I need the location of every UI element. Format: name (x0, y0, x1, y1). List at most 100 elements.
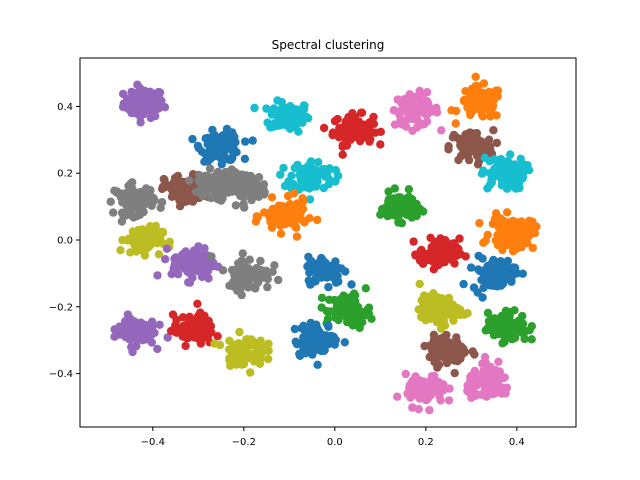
data-point (478, 293, 487, 302)
data-point (473, 149, 482, 158)
axes-frame (79, 57, 577, 428)
data-point (231, 138, 240, 147)
data-point (430, 358, 439, 367)
data-point (456, 151, 466, 161)
y-tick-label: 0.4 (57, 102, 73, 113)
data-point (505, 226, 515, 235)
data-point (256, 355, 265, 364)
data-point (127, 342, 136, 352)
data-point (479, 283, 488, 293)
x-tick-label: −0.2 (232, 437, 256, 448)
data-point (408, 403, 417, 412)
cluster-13 (106, 178, 167, 226)
cluster-32 (463, 352, 512, 402)
data-point (217, 160, 226, 169)
data-point (489, 369, 499, 379)
data-point (201, 328, 210, 337)
data-point (206, 193, 215, 202)
x-tick-label: 0.0 (327, 437, 343, 448)
data-point (133, 242, 143, 251)
data-point (489, 126, 498, 135)
data-point (218, 194, 227, 203)
data-point (115, 322, 124, 331)
data-point (389, 194, 399, 203)
data-point (488, 219, 498, 229)
data-point (518, 311, 527, 321)
data-point (162, 244, 172, 253)
cluster-24 (414, 279, 472, 333)
data-point (238, 249, 247, 258)
data-point (245, 350, 254, 359)
data-point (520, 334, 529, 344)
data-point (416, 104, 425, 114)
data-point (263, 118, 272, 127)
data-point (491, 388, 501, 397)
data-point (366, 119, 375, 128)
data-point (450, 368, 459, 378)
data-point (358, 126, 368, 136)
data-point (502, 312, 512, 322)
data-point (525, 326, 534, 335)
data-point (463, 386, 472, 396)
data-point (438, 301, 447, 311)
data-point (456, 249, 465, 259)
data-point (349, 320, 359, 329)
data-point (460, 348, 469, 357)
data-point (338, 126, 347, 135)
data-point (340, 338, 349, 347)
data-point (507, 180, 516, 189)
data-point (498, 383, 507, 392)
data-point (185, 183, 195, 192)
data-point (253, 341, 262, 351)
data-point (442, 330, 451, 340)
cluster-18 (409, 233, 470, 274)
data-point (449, 239, 458, 248)
data-point (414, 404, 423, 414)
data-point (478, 88, 487, 97)
data-point (193, 141, 203, 151)
data-point (106, 197, 115, 206)
data-point (384, 187, 393, 196)
data-point (514, 179, 524, 188)
data-point (302, 343, 312, 352)
data-point (480, 103, 489, 112)
x-tick-label: −0.4 (141, 437, 165, 448)
data-point (485, 169, 494, 178)
data-point (306, 157, 316, 166)
data-point (198, 191, 207, 201)
data-point (338, 150, 347, 159)
data-point (486, 326, 495, 335)
data-point (479, 79, 489, 88)
data-point (322, 272, 332, 281)
data-point (500, 373, 509, 382)
data-point (254, 192, 263, 201)
data-point (421, 316, 430, 325)
data-point (305, 195, 315, 204)
data-point (341, 298, 351, 307)
data-point (279, 163, 288, 173)
y-tick-label: −0.4 (49, 369, 73, 380)
data-point (319, 123, 329, 133)
data-point (467, 393, 476, 402)
data-point (194, 264, 203, 274)
cluster-21 (207, 249, 283, 300)
data-point (267, 223, 277, 232)
data-point (176, 328, 185, 338)
data-point (125, 319, 135, 328)
cluster-29 (210, 327, 273, 377)
data-point (270, 261, 279, 270)
data-point (302, 336, 311, 345)
data-point (407, 389, 416, 398)
data-point (401, 369, 410, 379)
data-point (290, 324, 300, 334)
data-point (351, 128, 360, 138)
data-point (152, 235, 161, 245)
data-point (132, 189, 141, 198)
data-point (147, 108, 156, 118)
data-point (209, 140, 219, 149)
data-point (260, 187, 269, 197)
data-point (427, 248, 436, 257)
data-point (273, 96, 282, 105)
data-point (480, 352, 490, 362)
